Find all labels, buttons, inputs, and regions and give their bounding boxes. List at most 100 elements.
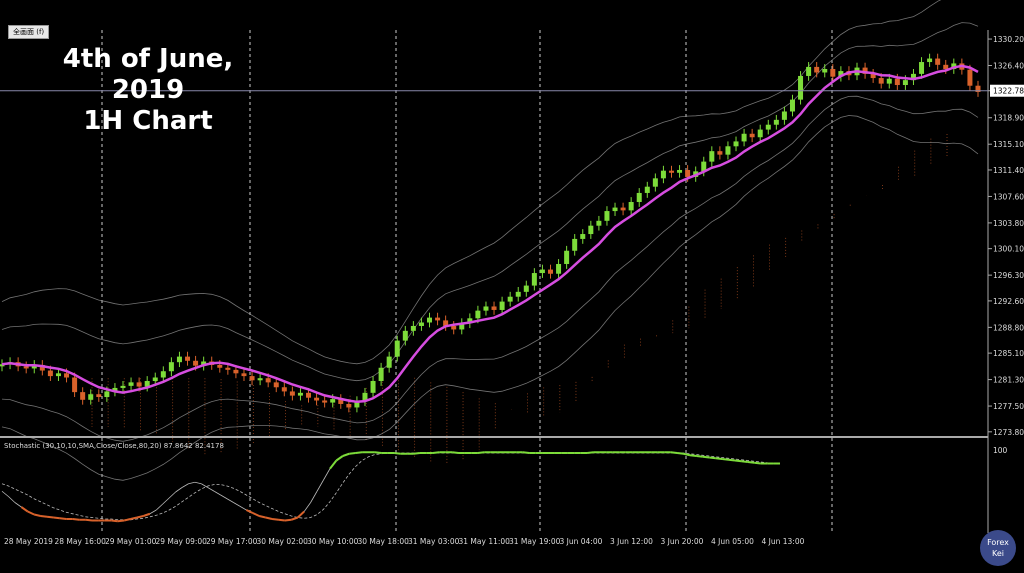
stochastic-main-segment (335, 455, 344, 462)
candle-body (152, 377, 158, 381)
logo-line2: Kei (992, 549, 1004, 558)
candle-body (717, 151, 723, 155)
candle-body (451, 325, 457, 330)
candle-body (612, 207, 618, 212)
stochastic-main-segment (271, 518, 279, 521)
stochastic-main-segment (130, 516, 138, 520)
candle-body (257, 378, 263, 381)
stochastic-main-segment (220, 494, 228, 500)
stochastic-main-segment (696, 455, 703, 458)
candle-body (88, 394, 94, 400)
stochastic-main-segment (245, 509, 254, 514)
candle-body (39, 364, 45, 371)
stochastic-main-segment (53, 516, 60, 520)
candle-body (886, 78, 892, 84)
stochastic-label: Stochastic (30,10,10,SMA,Close/Close,80,… (4, 442, 224, 450)
candle-body (273, 382, 279, 388)
stochastic-main-segment (586, 451, 594, 454)
stochastic-main-segment (258, 515, 266, 519)
stochastic-main-segment (689, 454, 697, 457)
axes: 1330.20 1326.40 1322.78 1318.90 1315.10 1311.… (0, 30, 1024, 546)
candle-body (443, 320, 449, 326)
candle-body (862, 67, 868, 74)
candle-body (830, 68, 836, 77)
stochastic-100-label: 100 (993, 446, 1008, 455)
stochastic-main-segment (677, 452, 684, 455)
candle-body (556, 263, 562, 274)
candle-body (160, 371, 166, 378)
stochastic-main-segment (722, 458, 729, 461)
stochastic-main-segment (683, 452, 691, 457)
candle-body (23, 366, 29, 369)
candle-body (386, 356, 392, 368)
band-line-1 (1, 95, 979, 442)
fullscreen-tab[interactable]: 全画面 (f) (8, 25, 50, 39)
candle-body (588, 225, 594, 235)
time-tick-label: 29 May 09:00 (156, 537, 208, 546)
stochastic-main-segment (451, 451, 459, 454)
candle-body (144, 380, 150, 387)
candle-body (201, 361, 207, 366)
candle-body (701, 161, 707, 172)
stochastic-main-segment (728, 458, 736, 462)
stochastic-main-segment (136, 515, 144, 519)
time-tick-label: 3 Jun 12:00 (610, 537, 653, 546)
band-line-0 (1, 22, 979, 382)
candle-body (64, 373, 70, 378)
candle-body (798, 75, 804, 100)
candle-body (935, 58, 941, 65)
candle-body (120, 385, 126, 388)
stochastic-main-segment (265, 516, 273, 520)
time-tick-label: 31 May 19:00 (509, 537, 561, 546)
candle-body (789, 99, 795, 112)
price-tick-label: 1292.60 (993, 297, 1024, 306)
candle-body (870, 73, 876, 79)
stochastic-main-segment (59, 517, 67, 520)
stochastic-main-segment (143, 512, 151, 517)
candle-body (838, 71, 844, 77)
candle-body (47, 370, 53, 377)
stochastic-main-segment (754, 461, 761, 465)
candle-body (394, 340, 400, 357)
forex-kei-logo: Forex Kei (980, 530, 1016, 566)
stochastic-main-segment (8, 496, 16, 503)
stochastic-main-segment (40, 515, 48, 518)
price-tick-label: 1281.30 (993, 376, 1024, 385)
stochastic-main-segment (310, 491, 318, 503)
candle-body (660, 170, 666, 179)
candle-body (104, 391, 110, 398)
ichimoku-cloud (91, 133, 948, 465)
candle-body (725, 146, 731, 155)
candle-body (523, 285, 529, 292)
stochastic-main-segment (702, 455, 710, 459)
candle-body (547, 269, 553, 274)
time-tick-label: 31 May 11:00 (459, 537, 511, 546)
candle-body (919, 62, 925, 74)
stochastic-main-segment (252, 512, 260, 517)
time-tick-label: 29 May 01:00 (105, 537, 157, 546)
candle-body (644, 186, 650, 193)
stochastic-main-segment (156, 503, 164, 511)
candle-body (741, 133, 747, 142)
stochastic-main-segment (342, 452, 350, 457)
stochastic-main-segment (201, 483, 208, 488)
stochastic-main-segment (149, 509, 157, 515)
candle-body (467, 318, 473, 324)
candle-body (967, 69, 973, 86)
price-tick-label: 1326.40 (993, 62, 1024, 71)
ma-line (1, 64, 979, 404)
time-tick-label: 28 May 2019 (4, 537, 53, 546)
candle-body (604, 211, 610, 221)
candle-body (636, 192, 642, 203)
stochastic-main-segment (741, 460, 748, 463)
stochastic-main-segment (355, 451, 363, 454)
stochastic-main-segment (239, 505, 247, 511)
candle-body (435, 317, 441, 321)
candle-body (128, 382, 134, 386)
candle-body (289, 391, 295, 396)
stochastic-main-segment (213, 490, 221, 496)
time-tick-label: 4 Jun 05:00 (711, 537, 754, 546)
stochastic-main-segment (323, 468, 331, 481)
stochastic-main-segment (175, 487, 183, 493)
candle-body (539, 269, 545, 274)
